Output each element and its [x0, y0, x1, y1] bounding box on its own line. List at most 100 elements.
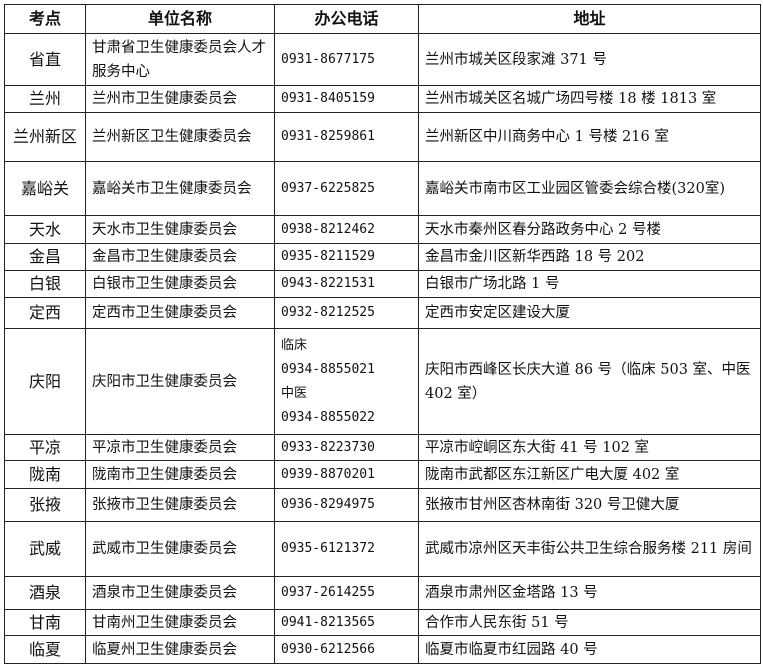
unit-name-cell: 平凉市卫生健康委员会 — [85, 434, 275, 461]
phone-cell: 0931-8259861 — [274, 112, 419, 162]
address-cell: 张掖市甘州区杏林南街 320 号卫健大厦 — [418, 488, 761, 522]
phone-line: 0935-8211529 — [281, 249, 375, 264]
site-cell: 庆阳 — [4, 328, 86, 435]
header-site: 考点 — [4, 4, 86, 34]
address-cell: 武威市凉州区天丰街公共卫生综合服务楼 211 房间 — [418, 521, 761, 577]
table-row: 平凉 平凉市卫生健康委员会 0933-8223730 平凉市崆峒区东大街 41 号 1… — [4, 434, 761, 461]
site-cell: 省直 — [4, 33, 86, 86]
header-unit: 单位名称 — [85, 4, 275, 34]
phone-cell: 0943-8221531 — [274, 270, 419, 298]
address-cell: 临夏市临夏市红园路 40 号 — [418, 635, 761, 664]
phone-line: 0935-6121372 — [281, 541, 375, 556]
site-cell: 甘南 — [4, 609, 86, 636]
phone-line: 0933-8223730 — [281, 439, 375, 455]
table-row: 定西 定西市卫生健康委员会 0932-8212525 定西市安定区建设大厦 — [4, 297, 761, 329]
unit-name-cell: 定西市卫生健康委员会 — [85, 297, 275, 329]
table-row: 省直 甘肃省卫生健康委员会人才服务中心 0931-8677175 兰州市城关区段家滩 … — [4, 33, 761, 86]
phone-line: 0938-8212462 — [281, 221, 375, 237]
address-cell: 兰州市城关区段家滩 371 号 — [418, 33, 761, 86]
site-cell: 兰州新区 — [4, 112, 86, 162]
site-cell: 武威 — [4, 521, 86, 577]
phone-cell: 0933-8223730 — [274, 434, 419, 461]
unit-name-cell: 白银市卫生健康委员会 — [85, 270, 275, 298]
phone-line: 0934-8855022 — [281, 409, 375, 425]
phone-line: 0941-8213565 — [281, 614, 375, 630]
phone-line: 0939-8870201 — [281, 466, 375, 482]
contact-table: 考点 单位名称 办公电话 地址 省直 甘肃省卫生健康委员会人才服务中心 0931-8… — [4, 4, 761, 664]
address-cell: 酒泉市肃州区金塔路 13 号 — [418, 576, 761, 610]
address-cell: 定西市安定区建设大厦 — [418, 297, 761, 329]
phone-cell: 临床 0934-8855021 中医 0934-8855022 — [274, 328, 419, 435]
phone-line: 0936-8294975 — [281, 497, 375, 512]
unit-name-cell: 酒泉市卫生健康委员会 — [85, 576, 275, 610]
address-cell: 金昌市金川区新华西路 18 号 202 — [418, 243, 761, 271]
unit-name-cell: 甘南州卫生健康委员会 — [85, 609, 275, 636]
table-row: 天水 天水市卫生健康委员会 0938-8212462 天水市秦州区春分路政务中心 2 … — [4, 215, 761, 244]
unit-name-cell: 金昌市卫生健康委员会 — [85, 243, 275, 271]
phone-line: 0931-8677175 — [281, 51, 375, 67]
address-cell: 陇南市武都区东江新区广电大厦 402 室 — [418, 460, 761, 489]
address-cell: 白银市广场北路 1 号 — [418, 270, 761, 298]
unit-name-cell: 张掖市卫生健康委员会 — [85, 488, 275, 522]
phone-line: 0943-8221531 — [281, 276, 375, 291]
address-cell: 嘉峪关市南市区工业园区管委会综合楼(320室) — [418, 161, 761, 216]
table-row: 临夏 临夏州卫生健康委员会 0930-6212566 临夏市临夏市红园路 40 号 — [4, 635, 761, 664]
phone-line: 0930-6212566 — [281, 641, 375, 657]
table-row: 嘉峪关 嘉峪关市卫生健康委员会 0937-6225825 嘉峪关市南市区工业园区管委会… — [4, 161, 761, 216]
unit-name-cell: 庆阳市卫生健康委员会 — [85, 328, 275, 435]
site-cell: 临夏 — [4, 635, 86, 664]
table-row: 武威 武威市卫生健康委员会 0935-6121372 武威市凉州区天丰街公共卫生综合服… — [4, 521, 761, 577]
address-cell: 合作市人民东街 51 号 — [418, 609, 761, 636]
phone-line: 0937-2614255 — [281, 585, 375, 600]
unit-name-cell: 临夏州卫生健康委员会 — [85, 635, 275, 664]
table-row: 金昌 金昌市卫生健康委员会 0935-8211529 金昌市金川区新华西路 18 号 … — [4, 243, 761, 271]
site-cell: 酒泉 — [4, 576, 86, 610]
table-row: 庆阳 庆阳市卫生健康委员会 临床 0934-8855021 中医 0934-8855022… — [4, 328, 761, 435]
table-row: 兰州 兰州市卫生健康委员会 0931-8405159 兰州市城关区名城广场四号楼 18… — [4, 85, 761, 113]
unit-name-cell: 武威市卫生健康委员会 — [85, 521, 275, 577]
site-cell: 金昌 — [4, 243, 86, 271]
phone-cell: 0938-8212462 — [274, 215, 419, 244]
table-row: 甘南 甘南州卫生健康委员会 0941-8213565 合作市人民东街 51 号 — [4, 609, 761, 636]
phone-cell: 0937-6225825 — [274, 161, 419, 216]
table-row: 白银 白银市卫生健康委员会 0943-8221531 白银市广场北路 1 号 — [4, 270, 761, 298]
phone-cell: 0936-8294975 — [274, 488, 419, 522]
address-cell: 兰州新区中川商务中心 1 号楼 216 室 — [418, 112, 761, 162]
phone-cell: 0935-6121372 — [274, 521, 419, 577]
table-row: 兰州新区 兰州新区卫生健康委员会 0931-8259861 兰州新区中川商务中心 1 … — [4, 112, 761, 162]
header-address: 地址 — [418, 4, 761, 34]
unit-name-cell: 天水市卫生健康委员会 — [85, 215, 275, 244]
phone-line: 0937-6225825 — [281, 180, 375, 196]
address-cell: 庆阳市西峰区长庆大道 86 号（临床 503 室、中医 402 室） — [418, 328, 761, 435]
table-row: 陇南 陇南市卫生健康委员会 0939-8870201 陇南市武都区东江新区广电大厦 4… — [4, 460, 761, 489]
phone-cell: 0931-8677175 — [274, 33, 419, 86]
site-cell: 兰州 — [4, 85, 86, 113]
address-cell: 兰州市城关区名城广场四号楼 18 楼 1813 室 — [418, 85, 761, 113]
address-cell: 平凉市崆峒区东大街 41 号 102 室 — [418, 434, 761, 461]
phone-cell: 0930-6212566 — [274, 635, 419, 664]
phone-line: 中医 — [281, 385, 308, 401]
site-cell: 天水 — [4, 215, 86, 244]
unit-name-cell: 甘肃省卫生健康委员会人才服务中心 — [85, 33, 275, 86]
site-cell: 张掖 — [4, 488, 86, 522]
site-cell: 定西 — [4, 297, 86, 329]
phone-cell: 0941-8213565 — [274, 609, 419, 636]
phone-cell: 0935-8211529 — [274, 243, 419, 271]
phone-cell: 0937-2614255 — [274, 576, 419, 610]
table-row: 酒泉 酒泉市卫生健康委员会 0937-2614255 酒泉市肃州区金塔路 13 号 — [4, 576, 761, 610]
phone-cell: 0931-8405159 — [274, 85, 419, 113]
phone-cell: 0932-8212525 — [274, 297, 419, 329]
site-cell: 嘉峪关 — [4, 161, 86, 216]
header-phone: 办公电话 — [274, 4, 419, 34]
phone-line: 0932-8212525 — [281, 305, 375, 320]
unit-name-cell: 兰州市卫生健康委员会 — [85, 85, 275, 113]
site-cell: 白银 — [4, 270, 86, 298]
unit-name-cell: 陇南市卫生健康委员会 — [85, 460, 275, 489]
phone-line: 0931-8405159 — [281, 91, 375, 106]
site-cell: 平凉 — [4, 434, 86, 461]
table-row: 张掖 张掖市卫生健康委员会 0936-8294975 张掖市甘州区杏林南街 320 号… — [4, 488, 761, 522]
unit-name-cell: 兰州新区卫生健康委员会 — [85, 112, 275, 162]
phone-line: 0931-8259861 — [281, 129, 375, 144]
phone-line: 临床 — [281, 337, 308, 353]
site-cell: 陇南 — [4, 460, 86, 489]
